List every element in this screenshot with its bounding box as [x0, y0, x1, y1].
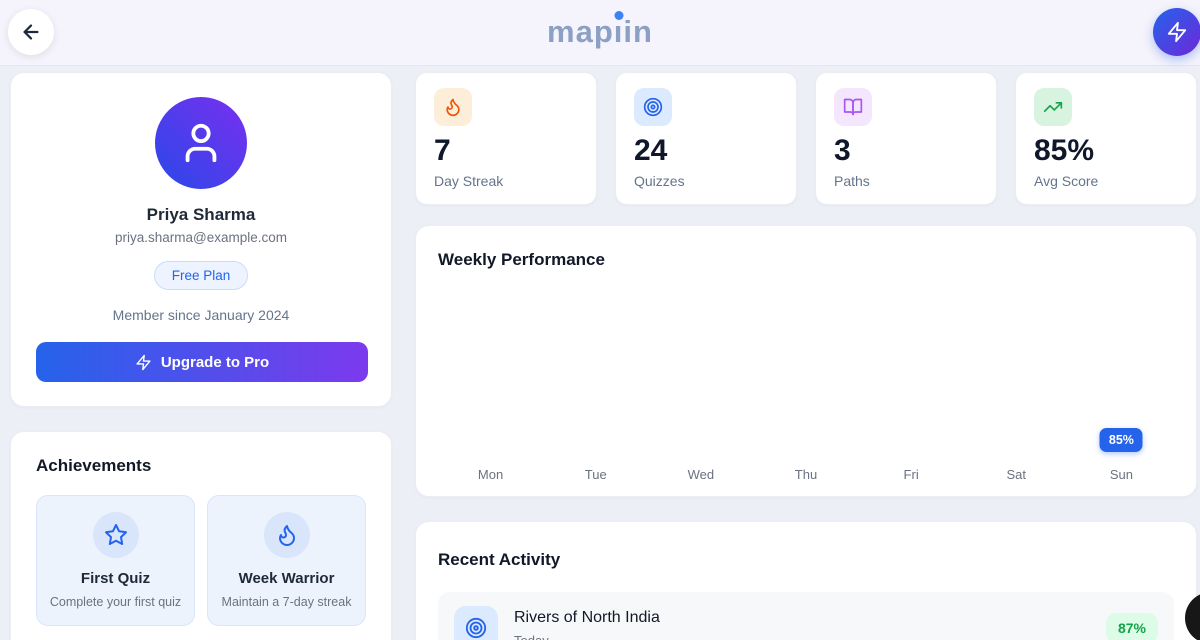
upgrade-fab-button[interactable]: [1153, 8, 1200, 56]
achievement-week-warrior[interactable]: Week Warrior Maintain a 7-day streak: [207, 495, 366, 627]
arrow-left-icon: [20, 21, 42, 43]
upgrade-button-label: Upgrade to Pro: [160, 353, 270, 371]
activity-title: Rivers of North India: [514, 608, 660, 626]
day-label: Tue: [584, 467, 607, 482]
stat-label: Day Streak: [434, 173, 504, 189]
user-icon: [178, 120, 224, 166]
target-icon: [465, 617, 487, 639]
recent-activity-title: Recent Activity: [438, 550, 561, 569]
trending-up-icon: [1043, 97, 1063, 117]
activity-item-rivers-of-north-india[interactable]: Rivers of North India Today 87%: [438, 592, 1174, 640]
stats-row: 7 Day Streak 24 Quizzes 3 Paths 85% Avg …: [415, 72, 1197, 205]
flame-icon: [443, 97, 463, 117]
zap-icon: [135, 354, 152, 371]
zap-icon: [1166, 21, 1188, 43]
stat-value: 24: [634, 134, 668, 167]
day-label: Mon: [477, 467, 504, 482]
day-label: Fri: [903, 467, 919, 482]
stat-card-quizzes: 24 Quizzes: [615, 72, 797, 205]
flame-icon: [275, 523, 299, 547]
sun-score-badge: 85%: [1099, 428, 1143, 452]
achievements-title: Achievements: [36, 456, 152, 475]
floating-dark-button[interactable]: [1185, 592, 1200, 640]
stat-card-paths: 3 Paths: [815, 72, 997, 205]
logo-dot-icon: ı: [613, 14, 624, 49]
day-label: 85% Sun: [1069, 428, 1174, 482]
book-open-icon: [843, 97, 863, 117]
stat-label: Quizzes: [634, 173, 685, 189]
star-icon: [104, 523, 128, 547]
stat-label: Avg Score: [1034, 173, 1099, 189]
stat-card-avg-score: 85% Avg Score: [1015, 72, 1197, 205]
avatar: [155, 97, 247, 189]
weekly-chart-axis: Mon Tue Wed Thu Fri Sat 85% Sun: [438, 428, 1174, 482]
profile-name: Priya Sharma: [146, 205, 256, 224]
weekly-performance-card: Weekly Performance Mon Tue Wed Thu Fri S…: [415, 225, 1197, 497]
achievements-grid: First Quiz Complete your first quiz Week…: [36, 495, 366, 627]
achievement-title: First Quiz: [80, 570, 151, 587]
stat-value: 85%: [1034, 134, 1095, 167]
stat-label: Paths: [834, 173, 870, 189]
member-since-text: Member since January 2024: [112, 307, 290, 323]
achievement-desc: Complete your first quiz: [49, 595, 182, 609]
day-label: Thu: [794, 467, 818, 482]
achievement-first-quiz[interactable]: First Quiz Complete your first quiz: [36, 495, 195, 627]
top-header: mapıin: [0, 0, 1200, 66]
stat-value: 7: [434, 134, 451, 167]
day-label: Wed: [687, 467, 715, 482]
profile-email: priya.sharma@example.com: [114, 230, 287, 245]
back-button[interactable]: [8, 9, 54, 55]
achievement-title: Week Warrior: [238, 570, 335, 587]
stat-value: 3: [834, 134, 851, 167]
achievements-card: Achievements First Quiz Complete your fi…: [10, 431, 392, 640]
stat-card-day-streak: 7 Day Streak: [415, 72, 597, 205]
day-label: Sat: [1006, 467, 1027, 482]
target-icon: [643, 97, 663, 117]
activity-time: Today: [514, 632, 549, 640]
plan-badge: Free Plan: [153, 261, 249, 290]
upgrade-to-pro-button[interactable]: Upgrade to Pro: [36, 342, 368, 382]
recent-activity-card: Recent Activity Rivers of North India To…: [415, 521, 1197, 640]
weekly-performance-title: Weekly Performance: [438, 250, 605, 269]
app-logo: mapıin: [547, 14, 653, 49]
achievement-desc: Maintain a 7-day streak: [221, 595, 352, 609]
activity-score-badge: 87%: [1105, 613, 1158, 640]
profile-card: Priya Sharma priya.sharma@example.com Fr…: [10, 72, 392, 407]
